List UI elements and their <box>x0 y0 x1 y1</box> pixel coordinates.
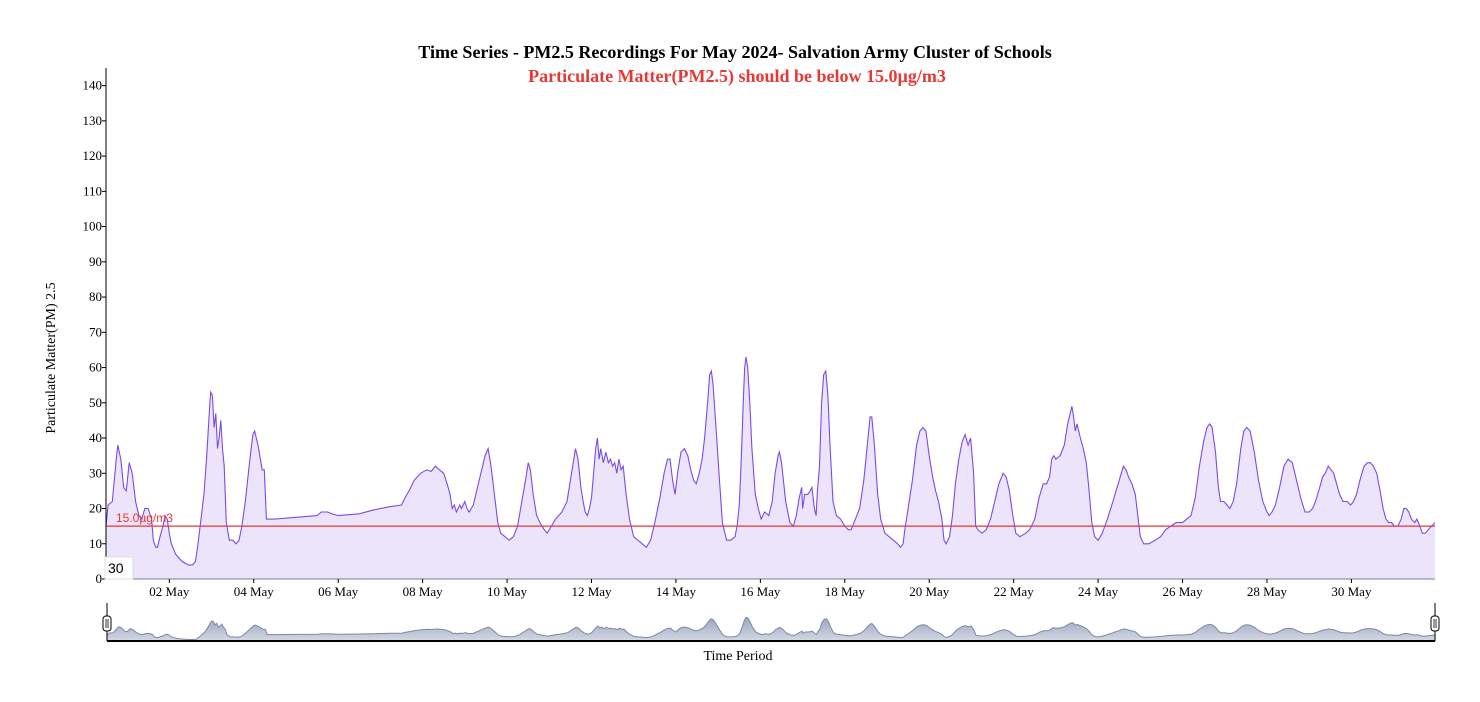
series-area-fill <box>106 357 1435 579</box>
context-brush-chart[interactable] <box>102 603 1440 642</box>
y-axis: 0 10 20 30 40 50 60 70 80 90 100 110 120 130 140 <box>83 68 107 586</box>
context-area-fill <box>107 617 1435 641</box>
chart-subtitle: Particulate Matter(PM2.5) should be belo… <box>528 66 946 87</box>
y-tick-label: 90 <box>89 254 102 269</box>
y-tick-label: 50 <box>89 395 102 410</box>
x-tick-label: 30 May <box>1331 584 1372 599</box>
plot-area <box>105 356 1436 579</box>
y-tick-label: 130 <box>83 113 103 128</box>
y-axis-label: Particulate Matter(PM) 2.5 <box>44 282 59 433</box>
x-tick-label: 16 May <box>740 584 781 599</box>
threshold-label: 15.0µg/m3 <box>116 511 173 525</box>
x-tick-label: 22 May <box>994 584 1035 599</box>
x-axis: 02 May 04 May 06 May 08 May 10 May 12 May 14 M… <box>106 578 1435 599</box>
x-axis-label: Time Period <box>703 649 772 664</box>
x-tick-label: 20 May <box>909 584 950 599</box>
x-tick-label: 06 May <box>318 584 359 599</box>
y-tick-label: 30 <box>89 465 102 480</box>
y-tick-label: 140 <box>83 78 103 93</box>
moving-average-window-box[interactable]: 30 <box>104 556 134 580</box>
x-tick-label: 24 May <box>1078 584 1119 599</box>
x-tick-label: 08 May <box>403 584 444 599</box>
y-tick-label: 20 <box>89 501 102 516</box>
y-tick-label: 80 <box>89 289 102 304</box>
x-tick-label: 02 May <box>149 584 190 599</box>
moving-average-box-bg[interactable] <box>104 556 134 580</box>
x-tick-label: 14 May <box>656 584 697 599</box>
moving-average-window-value[interactable]: 30 <box>108 560 124 576</box>
chart-title: Time Series - PM2.5 Recordings For May 2… <box>418 42 1051 62</box>
x-tick-label: 18 May <box>825 584 866 599</box>
x-tick-label: 26 May <box>1162 584 1203 599</box>
threshold-group: 15.0µg/m3 <box>106 511 1435 527</box>
y-tick-label: 40 <box>89 430 102 445</box>
y-tick-label: 10 <box>89 536 102 551</box>
y-tick-label: 0 <box>96 571 103 586</box>
x-tick-label: 28 May <box>1247 584 1288 599</box>
y-tick-label: 100 <box>83 219 103 234</box>
y-tick-label: 120 <box>83 148 103 163</box>
context-line <box>106 616 1436 640</box>
x-tick-label: 04 May <box>234 584 275 599</box>
brush-handle-left[interactable] <box>102 615 112 632</box>
x-tick-label: 12 May <box>571 584 612 599</box>
brush-handle-right[interactable] <box>1430 615 1440 632</box>
y-tick-label: 110 <box>83 183 102 198</box>
y-tick-label: 60 <box>89 360 102 375</box>
x-tick-label: 10 May <box>487 584 528 599</box>
y-tick-label: 70 <box>89 324 102 339</box>
